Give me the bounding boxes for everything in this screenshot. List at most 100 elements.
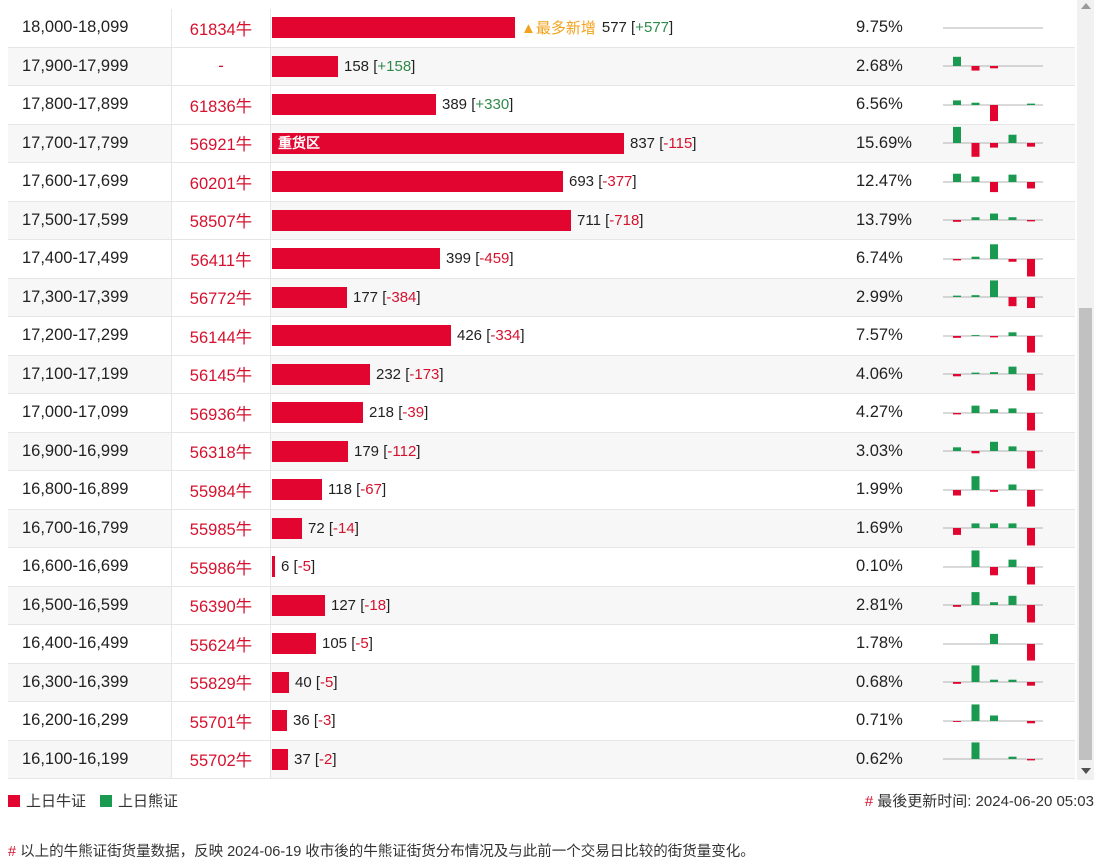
table-row[interactable]: 18,000-18,099 61834牛 ▲最多新增 577 [+577] 9.75% <box>8 9 1075 48</box>
outstanding-change: +158 <box>377 57 412 75</box>
sparkline-bar <box>990 335 998 338</box>
cbbc-code-link[interactable]: 56390牛 <box>171 586 271 624</box>
sparkline-bar <box>1027 374 1035 391</box>
cbbc-code-link[interactable]: 56318牛 <box>171 432 271 470</box>
cbbc-code-link[interactable]: 56772牛 <box>171 278 271 316</box>
table-row[interactable]: 17,100-17,199 56145牛 232 [-173] 4.06% <box>8 355 1075 394</box>
sparkline-bar <box>1027 682 1035 686</box>
table-row[interactable]: 17,900-17,999 - 158 [+158] 2.68% <box>8 47 1075 86</box>
table-row[interactable]: 16,900-16,999 56318牛 179 [-112] 3.03% <box>8 432 1075 471</box>
trend-sparkline <box>943 741 1043 779</box>
outstanding-value: 399 [-459] <box>446 250 514 268</box>
sparkline-bar <box>990 143 998 148</box>
sparkline-bar <box>1008 134 1017 144</box>
cbbc-code-link[interactable]: 61836牛 <box>171 86 271 124</box>
outstanding-value: 6 [-5] <box>281 558 316 576</box>
sparkline-bar <box>1027 528 1035 546</box>
sparkline-bar <box>971 102 980 105</box>
table-row[interactable]: 17,800-17,899 61836牛 389 [+330] 6.56% <box>8 86 1075 125</box>
table-row[interactable]: 16,500-16,599 56390牛 127 [-18] 2.81% <box>8 586 1075 625</box>
sparkline-bar <box>1027 412 1035 431</box>
cbbc-code-link[interactable]: 55702牛 <box>171 740 271 778</box>
outstanding-count: 6 <box>281 558 290 576</box>
percentage: 9.75% <box>856 18 903 37</box>
table-row[interactable]: 16,800-16,899 55984牛 118 [-67] 1.99% <box>8 471 1075 510</box>
price-range: 16,200-16,299 <box>22 711 129 730</box>
cbbc-code-link[interactable]: 58507牛 <box>171 201 271 239</box>
cbbc-code-link[interactable]: 55985牛 <box>171 509 271 547</box>
table-row[interactable]: 17,700-17,799 56921牛 重货区 837 [-115] 15.69% <box>8 124 1075 163</box>
cbbc-code-link[interactable]: 56921牛 <box>171 124 271 162</box>
sparkline-bar <box>971 295 980 298</box>
percentage: 4.27% <box>856 403 903 422</box>
outstanding-bar <box>272 633 316 655</box>
price-range: 17,700-17,799 <box>22 133 129 152</box>
price-range: 17,900-17,999 <box>22 56 129 75</box>
vertical-scrollbar[interactable] <box>1077 0 1094 780</box>
cbbc-code-link[interactable]: 55986牛 <box>171 548 271 586</box>
sparkline-bar <box>990 679 998 683</box>
sparkline-bar <box>971 256 980 259</box>
outstanding-count: 577 <box>601 19 627 37</box>
table-row[interactable]: 16,300-16,399 55829牛 40 [-5] 0.68% <box>8 663 1075 702</box>
outstanding-bar <box>272 286 347 308</box>
outstanding-change: -459 <box>479 250 510 268</box>
scroll-down-arrow-icon[interactable] <box>1081 768 1091 774</box>
table-row[interactable]: 17,000-17,099 56936牛 218 [-39] 4.27% <box>8 394 1075 433</box>
trend-sparkline <box>943 9 1043 47</box>
table-row[interactable]: 17,600-17,699 60201牛 693 [-377] 12.47% <box>8 163 1075 202</box>
table-row[interactable]: 16,700-16,799 55985牛 72 [-14] 1.69% <box>8 509 1075 548</box>
sparkline-bar <box>971 176 980 182</box>
cbbc-code-link[interactable]: 55829牛 <box>171 663 271 701</box>
cbbc-code-link[interactable]: 61834牛 <box>171 9 271 47</box>
outstanding-value: 577 [+577] <box>601 19 674 37</box>
price-range: 16,500-16,599 <box>22 595 129 614</box>
cbbc-code-link[interactable]: 55701牛 <box>171 702 271 740</box>
cbbc-code-link[interactable]: 60201牛 <box>171 163 271 201</box>
percentage: 0.71% <box>856 711 903 730</box>
sparkline-bar <box>1008 756 1017 760</box>
table-row[interactable]: 17,300-17,399 56772牛 177 [-384] 2.99% <box>8 278 1075 317</box>
table-row[interactable]: 16,100-16,199 55702牛 37 [-2] 0.62% <box>8 740 1075 779</box>
scrollbar-thumb[interactable] <box>1079 308 1092 760</box>
table-row[interactable]: 16,400-16,499 55624牛 105 [-5] 1.78% <box>8 625 1075 664</box>
outstanding-bar: 重货区 <box>272 132 624 154</box>
outstanding-change: -2 <box>319 750 333 768</box>
sparkline-bar <box>971 704 980 721</box>
cbbc-code-link[interactable]: 56145牛 <box>171 355 271 393</box>
sparkline-bar <box>990 409 998 413</box>
cbbc-code-link[interactable]: 56144牛 <box>171 317 271 355</box>
sparkline-bar <box>1008 408 1017 413</box>
price-range: 16,900-16,999 <box>22 441 129 460</box>
price-range: 17,500-17,599 <box>22 210 129 229</box>
legend: 上日牛证 上日熊证 <box>8 790 192 811</box>
cbbc-code-link[interactable]: - <box>171 47 271 85</box>
sparkline-bar <box>1027 451 1035 469</box>
cbbc-code-link[interactable]: 55624牛 <box>171 625 271 663</box>
scroll-up-arrow-icon[interactable] <box>1081 3 1091 9</box>
outstanding-value: 711 [-718] <box>577 211 644 229</box>
table-row[interactable]: 17,500-17,599 58507牛 711 [-718] 13.79% <box>8 201 1075 240</box>
cbbc-code-link[interactable]: 55984牛 <box>171 471 271 509</box>
percentage: 7.57% <box>856 326 903 345</box>
table-row[interactable]: 17,200-17,299 56144牛 426 [-334] 7.57% <box>8 317 1075 356</box>
outstanding-bar <box>272 556 275 578</box>
table-row[interactable]: 16,200-16,299 55701牛 36 [-3] 0.71% <box>8 702 1075 741</box>
sparkline-bar <box>953 100 961 105</box>
table-row[interactable]: 17,400-17,499 56411牛 399 [-459] 6.74% <box>8 240 1075 279</box>
trend-sparkline <box>943 548 1043 586</box>
price-range: 16,800-16,899 <box>22 480 129 499</box>
heavy-zone-tag: 重货区 <box>278 135 320 152</box>
trend-sparkline <box>943 510 1043 548</box>
cbbc-code-link[interactable]: 56411牛 <box>171 240 271 278</box>
cbbc-code-link[interactable]: 56936牛 <box>171 394 271 432</box>
table-row[interactable]: 16,600-16,699 55986牛 6 [-5] 0.10% <box>8 548 1075 587</box>
sparkline-bar <box>990 566 998 576</box>
sparkline-bar <box>953 295 961 298</box>
sparkline-bar <box>990 602 998 606</box>
outstanding-value: 118 [-67] <box>328 481 387 499</box>
price-range: 17,400-17,499 <box>22 249 129 268</box>
outstanding-bar <box>272 594 325 616</box>
sparkline-bar <box>1027 759 1035 761</box>
outstanding-value: 177 [-384] <box>353 288 421 306</box>
